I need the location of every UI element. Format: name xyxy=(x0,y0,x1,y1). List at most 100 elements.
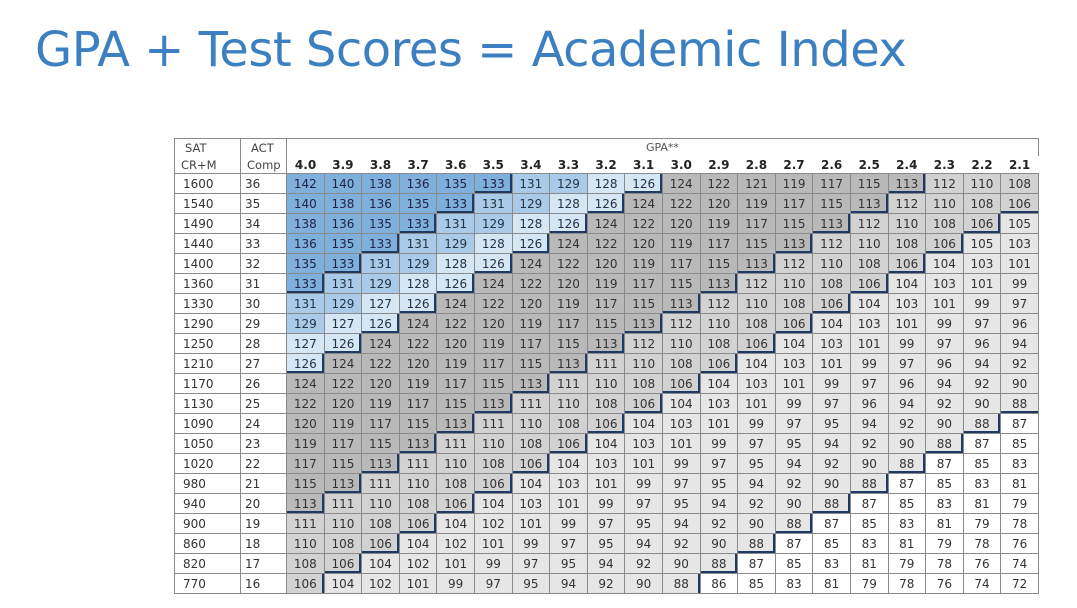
index-cell: 88 xyxy=(1000,393,1039,414)
index-cell: 79 xyxy=(925,533,964,554)
index-cell: 131 xyxy=(323,273,363,294)
index-cell: 104 xyxy=(398,533,438,554)
index-cell: 94 xyxy=(737,473,776,494)
index-cell: 88 xyxy=(699,553,739,574)
index-cell: 85 xyxy=(887,493,927,514)
index-cell: 83 xyxy=(962,473,1002,494)
index-cell: 124 xyxy=(361,333,400,354)
table-row: 1210 27 126 124 122 120 119 117 115 113 111 110 108 1… xyxy=(174,353,1039,374)
index-cell: 103 xyxy=(549,473,588,494)
index-cell: 94 xyxy=(624,533,663,554)
index-cell: 138 xyxy=(361,173,400,194)
index-cell: 106 xyxy=(887,253,927,274)
index-cell: 135 xyxy=(323,233,363,254)
index-cell: 99 xyxy=(812,373,851,394)
index-cell: 76 xyxy=(962,553,1002,574)
table-row: 1330 30 131 129 127 126 124 122 120 119 117 115 113 1… xyxy=(174,293,1039,314)
index-cell: 90 xyxy=(737,513,776,534)
index-cell: 106 xyxy=(511,453,551,474)
index-cell: 97 xyxy=(774,413,814,434)
sat-score: 1290 xyxy=(174,313,241,334)
index-cell: 97 xyxy=(812,393,851,414)
act-score: 36 xyxy=(240,173,287,194)
index-cell: 111 xyxy=(361,473,400,494)
index-cell: 110 xyxy=(887,213,927,234)
index-cell: 129 xyxy=(323,293,363,314)
index-cell: 99 xyxy=(774,393,814,414)
index-cell: 99 xyxy=(473,553,513,574)
index-cell: 122 xyxy=(661,193,701,214)
index-cell: 90 xyxy=(812,473,851,494)
index-cell: 113 xyxy=(361,453,400,474)
index-cell: 92 xyxy=(774,473,814,494)
sat-score: 900 xyxy=(174,513,241,534)
index-cell: 90 xyxy=(624,573,663,594)
act-score: 30 xyxy=(240,293,287,314)
index-cell: 124 xyxy=(661,173,701,194)
index-cell: 85 xyxy=(737,573,776,594)
index-cell: 135 xyxy=(398,193,438,214)
index-cell: 115 xyxy=(511,353,551,374)
index-cell: 120 xyxy=(286,413,325,434)
act-score: 32 xyxy=(240,253,287,274)
act-score: 29 xyxy=(240,313,287,334)
index-cell: 83 xyxy=(1000,453,1039,474)
gpa-column-header: 3.2 xyxy=(587,156,625,174)
index-cell: 110 xyxy=(398,473,438,494)
index-cell: 112 xyxy=(925,173,964,194)
index-cell: 120 xyxy=(699,193,739,214)
gpa-column-header: 3.5 xyxy=(474,156,513,174)
index-cell: 78 xyxy=(925,553,964,574)
index-cell: 108 xyxy=(849,253,889,274)
index-cell: 88 xyxy=(925,433,964,454)
index-cell: 96 xyxy=(887,373,927,394)
index-cell: 111 xyxy=(286,513,325,534)
index-cell: 128 xyxy=(549,193,588,214)
index-cell: 119 xyxy=(511,313,551,334)
sat-header-bottom: CR+M xyxy=(174,156,241,174)
act-header-top: ACT xyxy=(240,138,287,156)
index-cell: 101 xyxy=(887,313,927,334)
index-cell: 88 xyxy=(661,573,701,594)
index-cell: 101 xyxy=(962,273,1002,294)
index-cell: 113 xyxy=(812,213,851,234)
academic-index-table: SAT ACT GPA** CR+M Comp 4.0 3.9 3.8 3.7 3.6 3… xyxy=(174,138,1039,594)
index-cell: 108 xyxy=(962,193,1002,214)
index-cell: 128 xyxy=(511,213,551,234)
index-cell: 119 xyxy=(286,433,325,454)
index-cell: 94 xyxy=(661,513,701,534)
index-cell: 101 xyxy=(774,373,814,394)
gpa-column-header: 2.2 xyxy=(963,156,1001,174)
gpa-column-header: 3.0 xyxy=(662,156,701,174)
index-cell: 108 xyxy=(1000,173,1039,194)
index-cell: 111 xyxy=(473,413,513,434)
index-cell: 101 xyxy=(812,353,851,374)
index-cell: 97 xyxy=(699,453,739,474)
index-cell: 104 xyxy=(361,553,400,574)
sat-score: 770 xyxy=(174,573,241,594)
index-cell: 92 xyxy=(1000,353,1039,374)
index-cell: 115 xyxy=(812,193,851,214)
index-cell: 97 xyxy=(624,493,663,514)
sat-score: 1130 xyxy=(174,393,241,414)
act-score: 27 xyxy=(240,353,287,374)
index-cell: 106 xyxy=(549,433,588,454)
index-cell: 122 xyxy=(323,373,363,394)
index-cell: 117 xyxy=(812,173,851,194)
index-cell: 112 xyxy=(624,333,663,354)
index-cell: 115 xyxy=(774,213,814,234)
index-cell: 83 xyxy=(849,533,889,554)
index-cell: 117 xyxy=(624,273,663,294)
index-cell: 90 xyxy=(774,493,814,514)
index-cell: 92 xyxy=(925,393,964,414)
index-cell: 101 xyxy=(436,553,475,574)
index-cell: 103 xyxy=(511,493,551,514)
index-cell: 111 xyxy=(549,373,588,394)
index-cell: 97 xyxy=(1000,293,1039,314)
index-cell: 117 xyxy=(661,253,701,274)
index-cell: 79 xyxy=(962,513,1002,534)
table-row: 1400 32 135 133 131 129 128 126 124 122 120 119 117 1… xyxy=(174,253,1039,274)
index-cell: 90 xyxy=(849,453,889,474)
index-cell: 115 xyxy=(849,173,889,194)
index-cell: 124 xyxy=(511,253,551,274)
